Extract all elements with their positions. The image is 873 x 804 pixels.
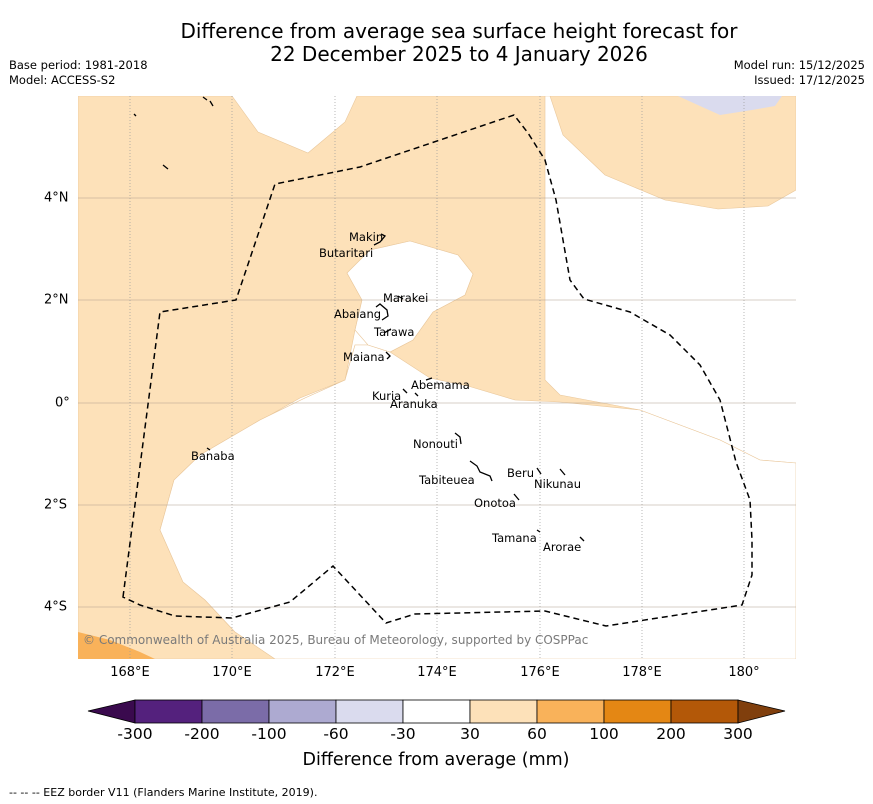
colorbar-label: -100 xyxy=(251,725,287,743)
colorbar-title: Difference from average (mm) xyxy=(302,750,570,770)
meta-right: Model run: 15/12/2025 Issued: 17/12/2025 xyxy=(734,58,865,88)
colorbar-label: -200 xyxy=(184,725,220,743)
colorbar-label: -300 xyxy=(117,725,153,743)
colorbar-segment-6 xyxy=(469,699,538,724)
lon-tick: 178°E xyxy=(622,665,662,680)
island-label: Tamana xyxy=(492,531,537,545)
lat-tick: 4°S xyxy=(44,599,68,615)
title-line-1: Difference from average sea surface heig… xyxy=(180,19,738,43)
meridians xyxy=(129,96,745,659)
island-label: Maiana xyxy=(343,350,385,364)
colorbar-segment-4 xyxy=(335,699,404,724)
island-label: Onotoa xyxy=(474,496,516,510)
colorbar-label: 300 xyxy=(723,725,753,743)
colorbar-extend-low xyxy=(87,699,136,724)
eez-border xyxy=(122,114,753,627)
colorbar-segment-8 xyxy=(603,699,672,724)
island-label: Arorae xyxy=(543,540,582,554)
meta-left: Base period: 1981-2018 Model: ACCESS-S2 xyxy=(9,58,148,88)
island-label: Abemama xyxy=(411,378,470,392)
chart-title: Difference from average sea surface heig… xyxy=(0,20,873,66)
colorbar-label: 200 xyxy=(656,725,686,743)
island-label: Banaba xyxy=(191,449,235,463)
colorbar-segment-2 xyxy=(201,699,270,724)
island-label: Marakei xyxy=(383,291,429,305)
colorbar-label: -60 xyxy=(323,725,349,743)
anomaly-region-60-100 xyxy=(78,632,155,659)
copyright-notice: © Commonwealth of Australia 2025, Bureau… xyxy=(83,633,589,647)
island-label: Makin xyxy=(349,230,384,244)
model-run: Model run: 15/12/2025 xyxy=(733,58,865,72)
colorbar-segment-7 xyxy=(536,699,605,724)
island-label: Nonouti xyxy=(413,437,458,451)
lon-tick: 172°E xyxy=(315,665,355,680)
lat-tick: 4°N xyxy=(44,190,69,206)
colorbar-segment-5 xyxy=(402,699,471,724)
colorbar-label: 30 xyxy=(460,725,480,743)
island-outlines xyxy=(133,96,585,542)
island-label: Tarawa xyxy=(374,325,415,339)
lat-tick: 2°S xyxy=(44,497,68,513)
colorbar-label: -30 xyxy=(390,725,416,743)
base-period: Base period: 1981-2018 xyxy=(9,58,148,72)
colorbar-segment-9 xyxy=(670,699,739,724)
lon-tick: 176°E xyxy=(520,665,560,680)
lat-tick: 2°N xyxy=(44,292,69,308)
lon-tick: 180° xyxy=(728,665,760,680)
colorbar-label: 100 xyxy=(589,725,619,743)
map-area xyxy=(78,96,796,659)
lat-tick: 0° xyxy=(55,395,70,411)
island-label: Beru xyxy=(507,466,534,480)
island-label: Tabiteuea xyxy=(419,473,475,487)
lon-tick: 170°E xyxy=(212,665,252,680)
lon-tick: 174°E xyxy=(417,665,457,680)
title-line-2: 22 December 2025 to 4 January 2026 xyxy=(270,42,648,66)
anomaly-region-negative xyxy=(678,96,782,115)
parallels xyxy=(78,197,796,608)
island-label: Aranuka xyxy=(390,397,438,411)
colorbar-segment-3 xyxy=(268,699,337,724)
issued-date: Issued: 17/12/2025 xyxy=(754,73,865,87)
colorbar-extend-high xyxy=(737,699,786,724)
colorbar-label: 60 xyxy=(527,725,547,743)
model-name: Model: ACCESS-S2 xyxy=(9,73,116,87)
colorbar xyxy=(87,699,786,724)
island-label: Kuria xyxy=(372,389,402,403)
island-label: Butaritari xyxy=(319,246,374,260)
colorbar-segment-1 xyxy=(134,699,203,724)
island-label: Nikunau xyxy=(534,477,582,491)
lon-tick: 168°E xyxy=(110,665,150,680)
eez-footnote: -- -- -- EEZ border V11 (Flanders Marine… xyxy=(9,786,318,799)
neutral-region-south xyxy=(159,344,796,659)
island-label: Abaiang xyxy=(334,307,382,321)
